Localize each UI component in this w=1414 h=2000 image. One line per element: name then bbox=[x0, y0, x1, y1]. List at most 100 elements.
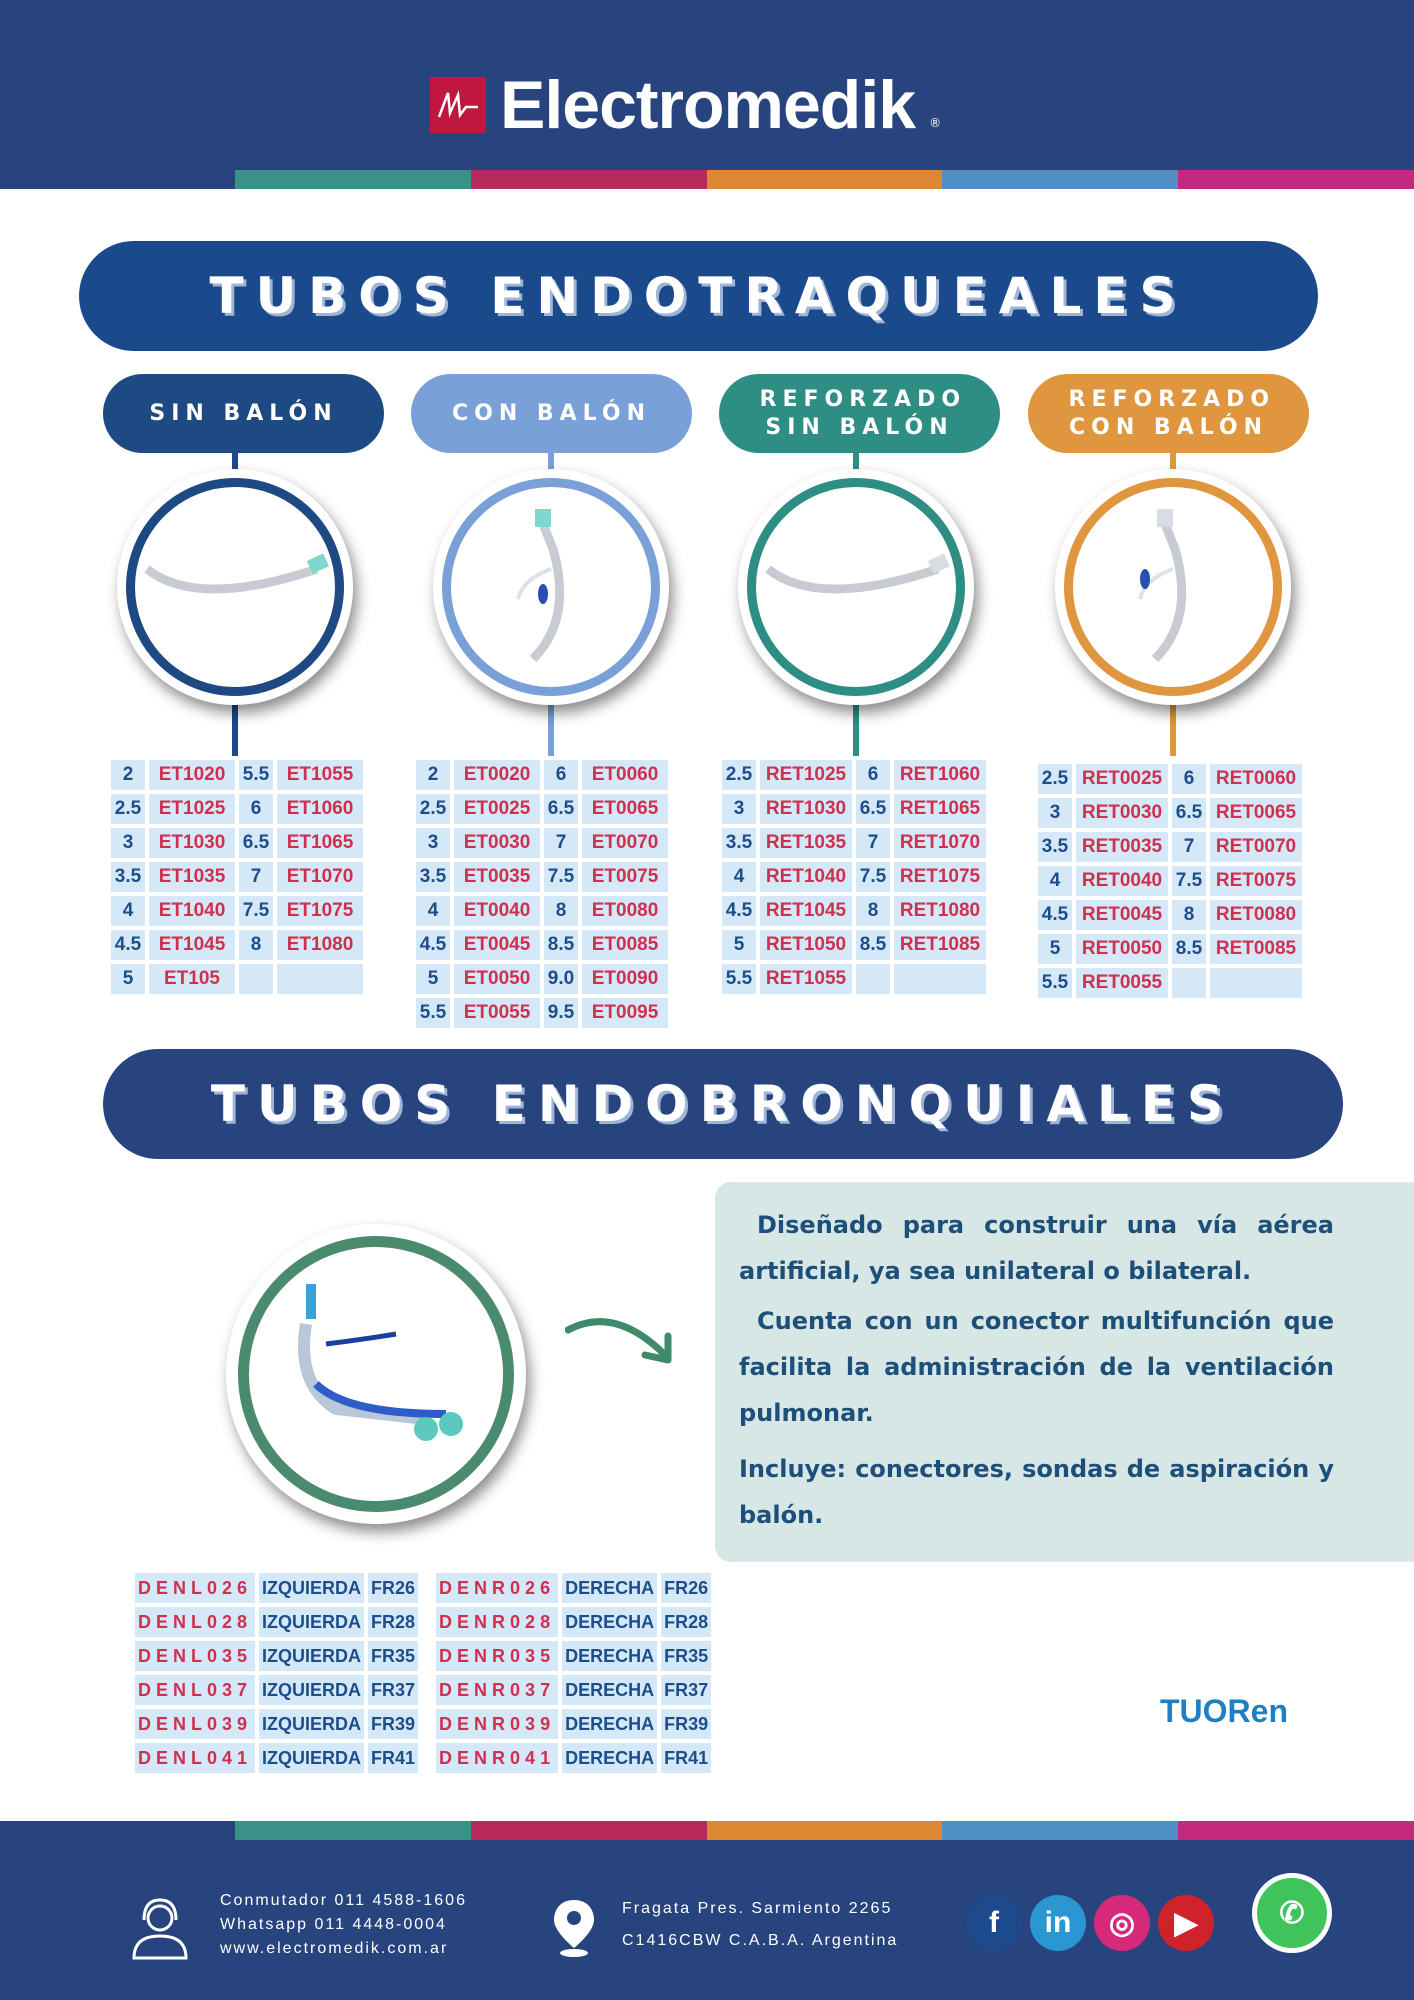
side: DERECHA bbox=[562, 1573, 658, 1603]
color-stripes-bottom bbox=[235, 1821, 1414, 1840]
tube-size: 7 bbox=[1172, 832, 1206, 862]
tube-size: 3.5 bbox=[111, 862, 145, 892]
table-row: 2 ET1020 5.5 ET1055 bbox=[111, 760, 363, 790]
product-code: RET1050 bbox=[760, 930, 852, 960]
side: DERECHA bbox=[562, 1641, 658, 1671]
table-row: 4.5 ET1045 8 ET1080 bbox=[111, 930, 363, 960]
french-size: FR37 bbox=[368, 1675, 419, 1705]
product-code: ET1055 bbox=[277, 760, 363, 790]
connector-line bbox=[232, 700, 238, 756]
tube-size: 8.5 bbox=[856, 930, 890, 960]
color-stripes-top bbox=[235, 170, 1414, 189]
website-link[interactable]: www.electromedik.com.ar bbox=[220, 1940, 449, 1957]
tube-size: 7 bbox=[544, 828, 578, 858]
reinforced-cuffed-tube-image bbox=[1055, 469, 1291, 705]
side: DERECHA bbox=[562, 1709, 658, 1739]
youtube-icon[interactable]: ▶ bbox=[1158, 1895, 1214, 1951]
phone-text: Conmutador 011 4588-1606 bbox=[220, 1892, 467, 1909]
includes-text: Incluye: conectores, sondas de aspiració… bbox=[739, 1455, 1334, 1529]
product-code: DENL037 bbox=[135, 1675, 256, 1705]
product-code: RET0060 bbox=[1210, 764, 1302, 794]
tube-size: 4 bbox=[111, 896, 145, 926]
description-paragraph: Cuenta con un conector multifunción que … bbox=[739, 1307, 1334, 1427]
category-label: SIN BALÓN bbox=[149, 400, 338, 426]
tube-size: 2 bbox=[111, 760, 145, 790]
product-code: ET0080 bbox=[582, 896, 668, 926]
table-row: 5.5 ET0055 9.5 ET0095 bbox=[416, 998, 668, 1028]
product-code: RET0050 bbox=[1076, 934, 1168, 964]
table-row: 5 RET1050 8.5 RET1085 bbox=[722, 930, 986, 960]
tube-size: 8 bbox=[1172, 900, 1206, 930]
product-code: ET1075 bbox=[277, 896, 363, 926]
table-row: 5 ET0050 9.0 ET0090 bbox=[416, 964, 668, 994]
product-code: ET0075 bbox=[582, 862, 668, 892]
table-row: 3.5 ET1035 7 ET1070 bbox=[111, 862, 363, 892]
tube-size: 4.5 bbox=[722, 896, 756, 926]
registered-mark: ® bbox=[929, 116, 942, 130]
address-line-2: C1416CBW C.A.B.A. Argentina bbox=[622, 1932, 899, 1949]
tube-size: 7.5 bbox=[544, 862, 578, 892]
tube-size: 5.5 bbox=[1038, 968, 1072, 998]
product-code: RET0030 bbox=[1076, 798, 1168, 828]
product-code: RET1065 bbox=[894, 794, 986, 824]
tube-size: 2 bbox=[416, 760, 450, 790]
product-code: RET0040 bbox=[1076, 866, 1168, 896]
facebook-icon[interactable]: f bbox=[966, 1895, 1022, 1951]
footer: Conmutador 011 4588-1606 Whatsapp 011 44… bbox=[0, 1821, 1414, 2000]
table-row: 3.5 RET0035 7 RET0070 bbox=[1038, 832, 1302, 862]
tube-size: 6 bbox=[239, 794, 273, 824]
french-size: FR41 bbox=[368, 1743, 419, 1773]
description-paragraph: Diseñado para construir una vía aérea ar… bbox=[739, 1211, 1334, 1285]
description-box: Diseñado para construir una vía aérea ar… bbox=[715, 1182, 1414, 1562]
linkedin-icon[interactable]: in bbox=[1030, 1895, 1086, 1951]
stripe bbox=[1178, 1821, 1414, 1840]
category-pill: SIN BALÓN bbox=[103, 374, 384, 453]
product-code: ET0045 bbox=[454, 930, 540, 960]
tube-size: 3.5 bbox=[416, 862, 450, 892]
table-row: DENL026 IZQUIERDA FR26 DENR026 DERECHA FR26 bbox=[135, 1573, 712, 1603]
french-size: FR39 bbox=[661, 1709, 712, 1739]
location-pin-icon bbox=[554, 1900, 594, 1957]
tube-size: 2.5 bbox=[722, 760, 756, 790]
table-row: 4.5 ET0045 8.5 ET0085 bbox=[416, 930, 668, 960]
category-pill: REFORZADO CON BALÓN bbox=[1028, 374, 1309, 453]
stripe bbox=[235, 1821, 471, 1840]
connector-line bbox=[548, 700, 554, 756]
product-code: ET0070 bbox=[582, 828, 668, 858]
product-code: ET0095 bbox=[582, 998, 668, 1028]
table-row: 5.5 RET1055 bbox=[722, 964, 986, 994]
whatsapp-icon[interactable]: ✆ bbox=[1252, 1873, 1332, 1953]
endobronchial-tube-image bbox=[226, 1224, 526, 1524]
product-code: RET0055 bbox=[1076, 968, 1168, 998]
product-code: ET0060 bbox=[582, 760, 668, 790]
product-code: RET0085 bbox=[1210, 934, 1302, 964]
tube-size: 8 bbox=[239, 930, 273, 960]
connector-line bbox=[853, 700, 859, 756]
table-row: 3 RET1030 6.5 RET1065 bbox=[722, 794, 986, 824]
product-code: DENR028 bbox=[422, 1607, 559, 1637]
product-code: ET0030 bbox=[454, 828, 540, 858]
table-row: 4 RET0040 7.5 RET0075 bbox=[1038, 866, 1302, 896]
side: IZQUIERDA bbox=[259, 1641, 365, 1671]
cuffed-tube-image bbox=[433, 469, 669, 705]
tube-size bbox=[856, 964, 890, 994]
product-code: RET1040 bbox=[760, 862, 852, 892]
size-table: 2 ET0020 6 ET0060 2.5 ET0025 6.5 ET0065 3 ET0030 7… bbox=[412, 756, 672, 1032]
product-code: RET1045 bbox=[760, 896, 852, 926]
instagram-icon[interactable]: ◎ bbox=[1094, 1895, 1150, 1951]
manufacturer-logo: TUORen bbox=[1160, 1693, 1288, 1729]
product-code: ET105 bbox=[149, 964, 235, 994]
tube-size: 3 bbox=[722, 794, 756, 824]
tube-size: 2.5 bbox=[111, 794, 145, 824]
stripe bbox=[942, 170, 1179, 189]
french-size: FR37 bbox=[661, 1675, 712, 1705]
product-code: ET1020 bbox=[149, 760, 235, 790]
product-code: DENR037 bbox=[422, 1675, 559, 1705]
tube-size: 9.0 bbox=[544, 964, 578, 994]
product-code: RET0065 bbox=[1210, 798, 1302, 828]
category-pill: CON BALÓN bbox=[411, 374, 692, 453]
product-code: ET0050 bbox=[454, 964, 540, 994]
tube-size: 8.5 bbox=[1172, 934, 1206, 964]
stripe bbox=[470, 1821, 707, 1840]
french-size: FR28 bbox=[661, 1607, 712, 1637]
